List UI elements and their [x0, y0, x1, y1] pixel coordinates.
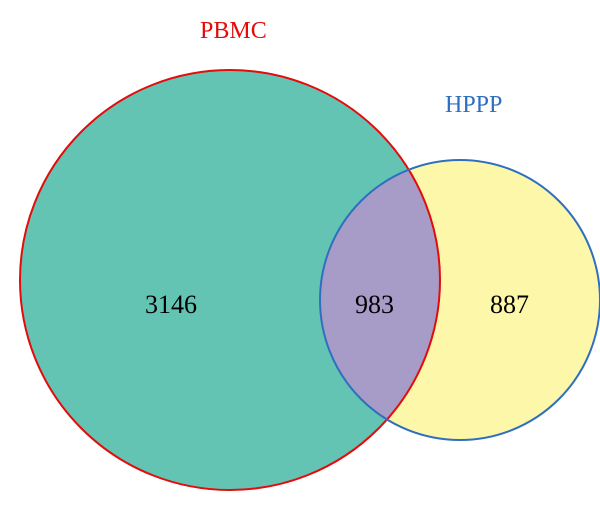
venn-svg — [0, 0, 600, 520]
venn-diagram: PBMC HPPP 3146 983 887 — [0, 0, 600, 520]
value-only-a: 3146 — [145, 290, 197, 320]
set-b-label: HPPP — [445, 92, 502, 119]
value-only-b: 887 — [490, 290, 529, 320]
set-a-label: PBMC — [200, 18, 267, 45]
value-intersection: 983 — [355, 290, 394, 320]
